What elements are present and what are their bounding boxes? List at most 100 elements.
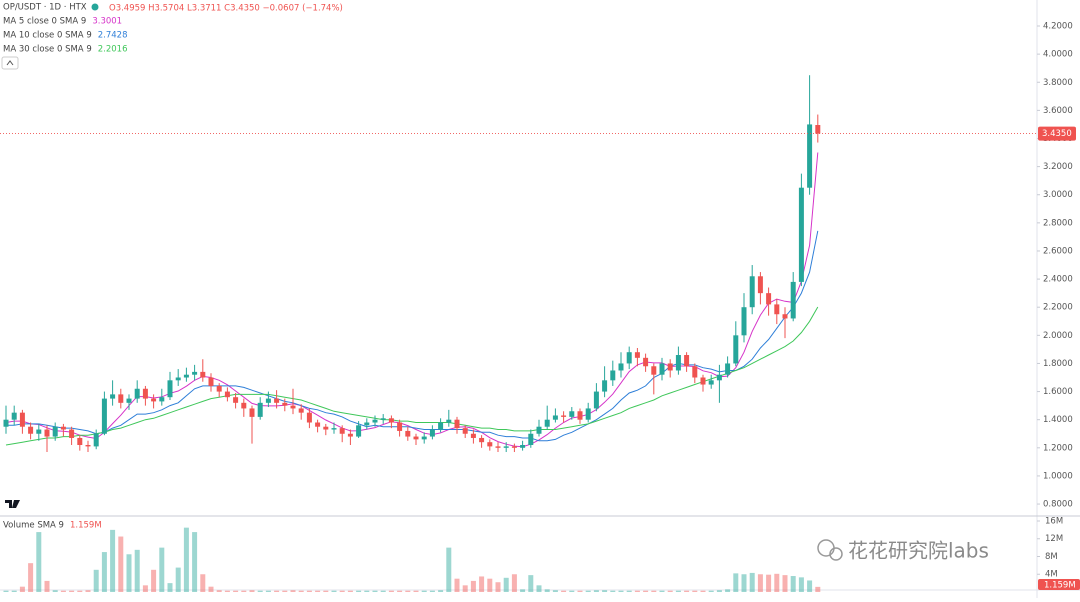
- volume-bar: [700, 590, 706, 592]
- candle-body: [118, 394, 124, 403]
- volume-bar: [249, 590, 255, 592]
- volume-bar: [183, 527, 189, 592]
- volume-bar: [643, 590, 649, 592]
- candle-body: [741, 307, 747, 336]
- volume-bar: [528, 575, 534, 592]
- indicator-name: MA 30 close 0 SMA 9: [3, 45, 92, 55]
- candle-body: [380, 418, 386, 420]
- volume-bar: [716, 590, 722, 592]
- candle-body: [577, 411, 583, 420]
- y-tick-label: 2.8000: [1043, 218, 1073, 228]
- y-tick-label: 1.2000: [1043, 443, 1073, 453]
- volume-bars: [3, 527, 821, 592]
- y-tick-label: 3.2000: [1043, 162, 1073, 172]
- candle-body: [126, 398, 132, 403]
- volume-bar: [224, 590, 230, 592]
- volume-bar: [151, 569, 157, 592]
- wechat-icon: [829, 547, 843, 561]
- collapse-button[interactable]: [1, 56, 19, 70]
- volume-bar: [798, 577, 804, 592]
- volume-bar: [372, 590, 378, 592]
- y-tick-label: 1.8000: [1043, 359, 1073, 369]
- volume-bar: [69, 590, 75, 592]
- tv-logo-shape: [5, 500, 20, 508]
- volume-bar: [388, 590, 394, 592]
- volume-bar: [298, 590, 304, 592]
- volume-bar: [536, 585, 542, 592]
- y-tick-label: 4.0000: [1043, 50, 1073, 60]
- candle-body: [159, 397, 165, 402]
- volume-bar: [93, 569, 99, 592]
- volume-bar: [421, 590, 427, 592]
- volume-bar: [175, 567, 181, 592]
- volume-bar: [503, 577, 509, 592]
- volume-bar: [167, 583, 173, 592]
- volume-bar: [77, 590, 83, 592]
- volume-bar: [126, 554, 132, 592]
- candle-body: [11, 412, 17, 420]
- candle-body: [364, 422, 370, 426]
- candle-body: [667, 363, 673, 371]
- candle-body: [257, 402, 263, 417]
- volume-bar: [3, 590, 9, 592]
- indicator-value: 2.2016: [98, 45, 128, 55]
- candle-body: [774, 304, 780, 315]
- candle-body: [700, 377, 706, 385]
- volume-tick-label: 4M: [1045, 570, 1058, 580]
- volume-bar: [725, 589, 731, 592]
- volume-bar: [495, 582, 501, 592]
- candle-body: [200, 371, 206, 378]
- volume-bar: [577, 590, 583, 592]
- volume-bar: [397, 590, 403, 592]
- volume-bar: [28, 563, 34, 592]
- candle-body: [44, 429, 50, 437]
- candle-body: [339, 428, 345, 434]
- volume-bar: [274, 590, 280, 592]
- volume-bar: [520, 589, 526, 592]
- candle-body: [19, 412, 25, 427]
- candle-body: [413, 436, 419, 440]
- y-tick-label: 2.6000: [1043, 246, 1073, 256]
- candle-body: [110, 394, 116, 399]
- volume-bar: [733, 573, 739, 592]
- candle-body: [790, 281, 796, 319]
- volume-bar: [749, 572, 755, 592]
- volume-tick-label: 12M: [1045, 534, 1063, 544]
- candle-body: [323, 426, 329, 430]
- y-tick-label: 2.2000: [1043, 303, 1073, 313]
- volume-bar: [462, 585, 468, 592]
- candle-body: [479, 437, 485, 443]
- volume-bar: [757, 574, 763, 592]
- y-tick-label: 3.0000: [1043, 190, 1073, 200]
- candle-body: [593, 391, 599, 409]
- candle-body: [77, 437, 83, 445]
- volume-bar: [708, 590, 714, 592]
- volume-last-box: [1038, 579, 1080, 590]
- volume-bar: [413, 590, 419, 592]
- volume-bar: [216, 590, 222, 592]
- volume-bar: [356, 590, 362, 592]
- candle-body: [183, 374, 189, 378]
- volume-bar: [692, 590, 698, 592]
- candle-body: [331, 428, 337, 430]
- volume-bar: [118, 536, 124, 592]
- candle-body: [52, 426, 58, 437]
- candle-body: [372, 419, 378, 423]
- candle-body: [692, 366, 698, 378]
- candle-body: [224, 391, 230, 398]
- status-dot: [91, 3, 99, 11]
- volume-bar: [782, 575, 788, 592]
- volume-bar: [323, 590, 329, 592]
- volume-bar: [315, 590, 321, 592]
- candle-body: [544, 419, 550, 427]
- volume-bar: [429, 590, 435, 592]
- volume-bar: [405, 590, 411, 592]
- candle-body: [175, 377, 181, 381]
- candle-body: [528, 433, 534, 445]
- volume-bar: [569, 590, 575, 592]
- volume-bar: [282, 590, 288, 592]
- volume-bar: [446, 547, 452, 592]
- candle-body: [60, 426, 66, 430]
- volume-title: Volume SMA 9: [3, 521, 64, 531]
